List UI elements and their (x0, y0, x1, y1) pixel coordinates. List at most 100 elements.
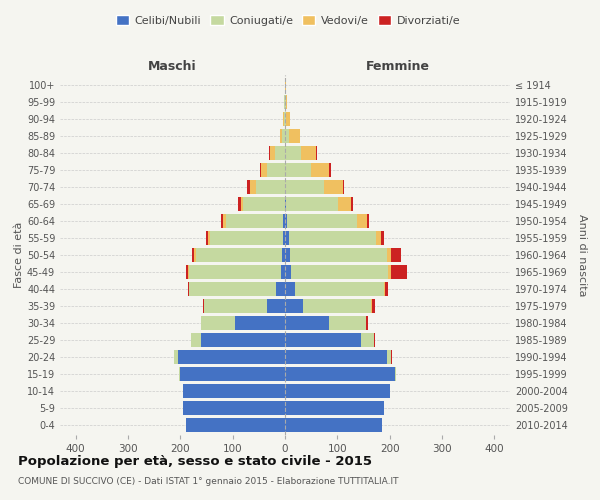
Bar (247, 180, 250, 194)
Bar (391, 265, 407, 279)
Bar (291, 265, 388, 279)
Bar (275, 146, 285, 160)
Bar (283, 129, 285, 143)
Bar (373, 299, 375, 313)
Legend: Celibi/Nubili, Coniugati/e, Vedovi/e, Divorziati/e: Celibi/Nubili, Coniugati/e, Vedovi/e, Di… (112, 10, 464, 30)
Bar (285, 265, 291, 279)
Bar (324, 180, 343, 194)
Bar (316, 146, 317, 160)
Bar (395, 367, 397, 381)
Bar (266, 299, 285, 313)
Bar (178, 350, 285, 364)
Bar (387, 248, 391, 262)
Bar (287, 214, 357, 228)
Bar (256, 180, 285, 194)
Bar (295, 282, 385, 296)
Bar (352, 197, 353, 211)
Bar (371, 299, 373, 313)
Bar (186, 265, 188, 279)
Bar (282, 248, 285, 262)
Bar (357, 214, 367, 228)
Bar (388, 265, 391, 279)
Bar (329, 163, 331, 177)
Bar (285, 248, 290, 262)
Bar (189, 265, 281, 279)
Bar (203, 299, 204, 313)
Bar (285, 384, 389, 398)
Bar (181, 367, 285, 381)
Bar (283, 214, 285, 228)
Bar (374, 333, 375, 347)
Bar (221, 214, 223, 228)
Bar (329, 316, 366, 330)
Bar (260, 163, 262, 177)
Bar (183, 401, 285, 415)
Bar (285, 231, 289, 245)
Bar (179, 367, 181, 381)
Bar (196, 248, 282, 262)
Bar (285, 333, 361, 347)
Text: Maschi: Maschi (148, 60, 197, 74)
Bar (238, 197, 241, 211)
Bar (201, 316, 235, 330)
Bar (209, 231, 283, 245)
Bar (266, 163, 285, 177)
Bar (301, 146, 316, 160)
Bar (367, 214, 369, 228)
Bar (206, 231, 208, 245)
Bar (241, 197, 243, 211)
Bar (235, 316, 285, 330)
Bar (361, 333, 374, 347)
Bar (189, 282, 275, 296)
Bar (284, 112, 285, 126)
Bar (286, 95, 287, 109)
Text: Popolazione per età, sesso e stato civile - 2015: Popolazione per età, sesso e stato civil… (18, 455, 372, 468)
Bar (285, 180, 324, 194)
Bar (387, 350, 391, 364)
Bar (250, 180, 256, 194)
Bar (391, 248, 401, 262)
Bar (281, 265, 285, 279)
Bar (343, 180, 344, 194)
Bar (285, 367, 395, 381)
Bar (173, 350, 178, 364)
Bar (285, 112, 286, 126)
Bar (290, 248, 387, 262)
Bar (285, 299, 304, 313)
Bar (188, 282, 189, 296)
Bar (275, 282, 285, 296)
Bar (385, 282, 388, 296)
Bar (285, 214, 287, 228)
Bar (194, 248, 196, 262)
Bar (381, 231, 384, 245)
Bar (285, 146, 301, 160)
Bar (285, 401, 385, 415)
Bar (271, 146, 275, 160)
Bar (204, 299, 266, 313)
Bar (285, 129, 289, 143)
Bar (285, 197, 286, 211)
Bar (188, 265, 189, 279)
Y-axis label: Anni di nascita: Anni di nascita (577, 214, 587, 296)
Text: Femmine: Femmine (365, 60, 430, 74)
Bar (366, 316, 368, 330)
Bar (183, 384, 285, 398)
Bar (193, 248, 194, 262)
Bar (223, 214, 226, 228)
Y-axis label: Fasce di età: Fasce di età (14, 222, 24, 288)
Bar (285, 163, 311, 177)
Bar (286, 197, 338, 211)
Text: COMUNE DI SUCCIVO (CE) - Dati ISTAT 1° gennaio 2015 - Elaborazione TUTTITALIA.IT: COMUNE DI SUCCIVO (CE) - Dati ISTAT 1° g… (18, 478, 398, 486)
Bar (191, 333, 201, 347)
Bar (285, 418, 382, 432)
Bar (269, 146, 271, 160)
Bar (243, 197, 285, 211)
Bar (283, 231, 285, 245)
Bar (286, 112, 290, 126)
Bar (226, 214, 283, 228)
Bar (289, 231, 376, 245)
Bar (201, 333, 285, 347)
Bar (376, 231, 381, 245)
Bar (185, 418, 285, 432)
Bar (285, 282, 295, 296)
